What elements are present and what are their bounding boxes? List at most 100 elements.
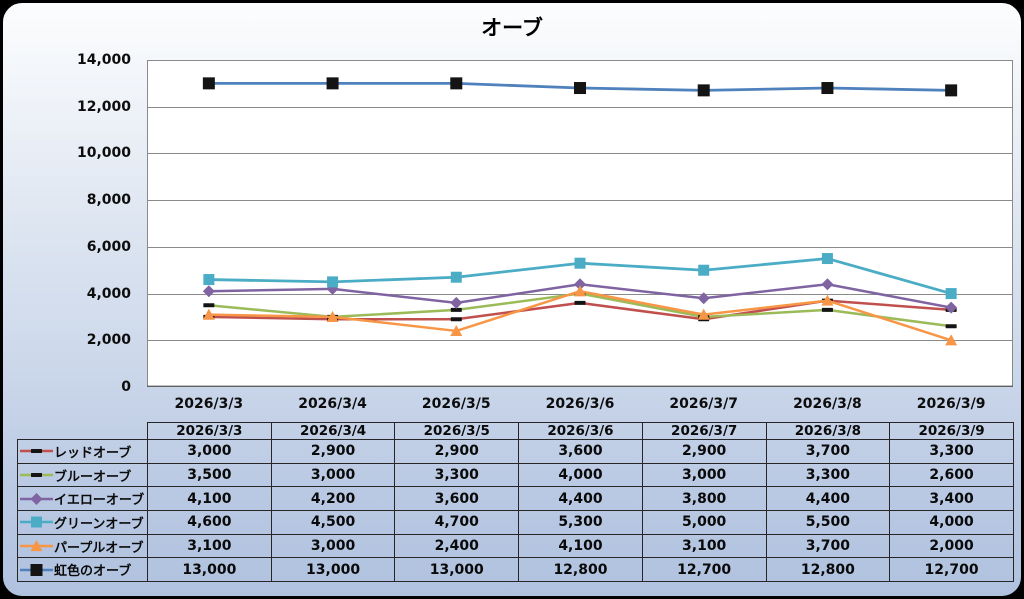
- value-cell: 4,600: [147, 510, 272, 535]
- value-cell: 12,700: [641, 557, 767, 583]
- marker-square: [202, 77, 215, 90]
- marker-square: [326, 77, 339, 90]
- y-tick-label: 12,000: [76, 98, 131, 115]
- marker-square: [203, 274, 215, 286]
- y-tick-label: 4,000: [86, 285, 131, 302]
- table-header-cell: 2026/3/7: [641, 422, 767, 440]
- y-tick-label: 6,000: [86, 238, 131, 255]
- legend-key: 虹色のオーブ: [20, 560, 147, 579]
- marker-square: [450, 271, 462, 283]
- marker-square: [30, 563, 43, 576]
- marker-square: [574, 257, 586, 269]
- value-cell: 3,000: [641, 462, 767, 488]
- value-cell: 3,300: [765, 462, 891, 488]
- marker-dash: [450, 307, 462, 312]
- marker-square: [574, 82, 586, 95]
- table-corner-cell: [18, 423, 148, 440]
- value-cell: 3,600: [394, 486, 520, 512]
- legend-key: パープルオーブ: [20, 537, 147, 556]
- value-cell: 2,400: [394, 533, 520, 559]
- value-cell: 4,100: [147, 486, 272, 512]
- marker-diamond: [574, 278, 586, 291]
- series-label: パープルオーブ: [54, 540, 144, 556]
- marker-diamond: [30, 492, 43, 505]
- legend-key-cell: パープルオーブ: [17, 533, 148, 559]
- value-cell: 3,800: [641, 486, 767, 512]
- x-axis-label: 2026/3/9: [916, 396, 986, 412]
- value-cell: 2,000: [889, 533, 1014, 559]
- marker-triangle: [821, 294, 834, 306]
- legend-key: レッドオーブ: [20, 442, 147, 461]
- marker-square: [945, 84, 958, 97]
- x-axis-label: 2026/3/8: [793, 396, 862, 412]
- marker-square: [821, 253, 833, 265]
- marker-triangle: [450, 324, 463, 337]
- series-line-4: [208, 289, 952, 342]
- series-label: 虹色のオーブ: [54, 564, 132, 580]
- value-cell: 3,100: [641, 533, 767, 559]
- marker-square: [697, 84, 710, 97]
- value-cell: 4,700: [394, 510, 520, 535]
- marker-square: [450, 77, 463, 90]
- table-header-row: 2026/3/3 2026/3/4 2026/3/5 2026/3/6 2026/3/7…: [18, 422, 1014, 440]
- series-label: イエローオーブ: [54, 493, 145, 509]
- value-cell: 5,500: [765, 510, 891, 535]
- data-table: 2026/3/3 2026/3/4 2026/3/5 2026/3/6 2026/3/7…: [17, 422, 1014, 583]
- marker-diamond: [945, 301, 958, 314]
- value-cell: 3,000: [270, 533, 396, 559]
- series-label: レッドオーブ: [54, 445, 132, 461]
- y-tick-label: 2,000: [86, 332, 131, 349]
- value-cell: 2,900: [641, 439, 767, 464]
- legend-swatch-icon: [20, 516, 53, 528]
- value-cell: 4,400: [765, 486, 891, 512]
- value-cell: 3,300: [394, 462, 520, 488]
- series-label: グリーンオーブ: [54, 516, 144, 532]
- marker-square: [31, 516, 42, 528]
- table-row: 虹色のオーブ 13,000 13,000 13,000 12,800 12,700 12,8…: [17, 557, 1014, 583]
- marker-diamond: [697, 292, 710, 305]
- series-line-1: [208, 292, 952, 328]
- table-header-cell: 2026/3/6: [518, 422, 643, 440]
- y-tick-label: 14,000: [76, 52, 131, 68]
- legend-swatch-icon: [20, 492, 53, 505]
- legend-key-cell: ブルーオーブ: [17, 462, 148, 488]
- marker-triangle: [326, 310, 339, 323]
- table-header-cell: 2026/3/3: [147, 422, 272, 440]
- marker-diamond: [821, 278, 834, 291]
- x-axis-label: 2026/3/3: [174, 396, 244, 412]
- y-tick-label: 8,000: [86, 192, 131, 209]
- table-row: イエローオーブ 4,100 4,200 3,600 4,400 3,800 4,400 3,4…: [17, 486, 1014, 512]
- value-cell: 3,300: [889, 439, 1014, 464]
- legend-key-cell: グリーンオーブ: [17, 510, 148, 535]
- marker-diamond: [450, 296, 463, 309]
- value-cell: 4,500: [270, 510, 396, 535]
- legend-swatch-icon: [20, 563, 53, 576]
- x-axis-label: 2026/3/5: [421, 396, 491, 412]
- legend-key-cell: イエローオーブ: [17, 486, 148, 512]
- value-cell: 3,000: [270, 462, 396, 488]
- legend-swatch-icon: [20, 449, 53, 454]
- table-row: パープルオーブ 3,100 3,000 2,400 4,100 3,100 3,700 2,0…: [17, 533, 1014, 559]
- table-row: グリーンオーブ 4,600 4,500 4,700 5,300 5,000 5,500 4,0…: [17, 510, 1014, 535]
- y-tick-label: 10,000: [76, 145, 131, 162]
- value-cell: 3,000: [147, 439, 272, 464]
- table-header-cell: 2026/3/5: [394, 422, 520, 440]
- marker-dash: [31, 449, 42, 454]
- x-axis-label: 2026/3/4: [298, 396, 367, 412]
- value-cell: 12,800: [765, 557, 891, 583]
- table-row: ブルーオーブ 3,500 3,000 3,300 4,000 3,000 3,300 2,60…: [17, 462, 1014, 488]
- value-cell: 13,000: [147, 557, 272, 583]
- marker-triangle: [574, 285, 586, 297]
- value-cell: 4,100: [518, 533, 643, 559]
- value-cell: 4,000: [518, 462, 643, 488]
- legend-key-cell: レッドオーブ: [17, 439, 148, 464]
- value-cell: 13,000: [270, 557, 396, 583]
- value-cell: 5,000: [641, 510, 767, 535]
- value-cell: 4,000: [889, 510, 1014, 535]
- marker-diamond: [202, 285, 215, 298]
- line-chart-canvas: [147, 60, 1013, 387]
- value-cell: 3,700: [765, 533, 891, 559]
- legend-key-cell: 虹色のオーブ: [17, 557, 148, 583]
- chart-title: オーブ: [481, 16, 543, 40]
